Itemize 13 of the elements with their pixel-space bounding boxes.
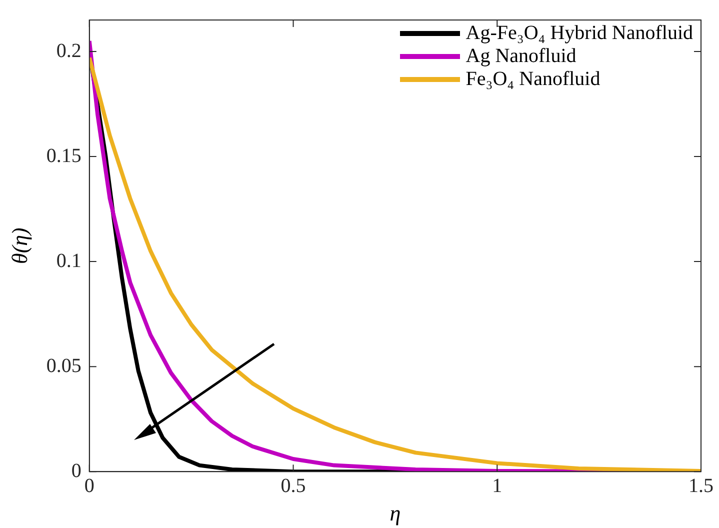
y-tick-label: 0.05 — [46, 354, 82, 377]
y-tick-label: 0.1 — [56, 250, 82, 272]
x-tick-label: 1.5 — [688, 474, 714, 497]
x-tick-label: 1 — [492, 474, 502, 497]
x-tick-label: 0.5 — [280, 474, 306, 497]
y-axis-title: θ(η) — [6, 228, 32, 264]
y-tick-label: 0.2 — [56, 40, 82, 62]
legend-label: Fe₃O₄ Nanofluid — [466, 68, 600, 91]
y-tick-label: 0.15 — [46, 144, 82, 167]
legend-label: Ag-Fe₃O₄ Hybrid Nanofluid — [466, 22, 693, 45]
x-axis-title: η — [390, 500, 401, 526]
y-tick-label: 0 — [71, 460, 82, 482]
legend-label: Ag Nanofluid — [466, 45, 576, 68]
